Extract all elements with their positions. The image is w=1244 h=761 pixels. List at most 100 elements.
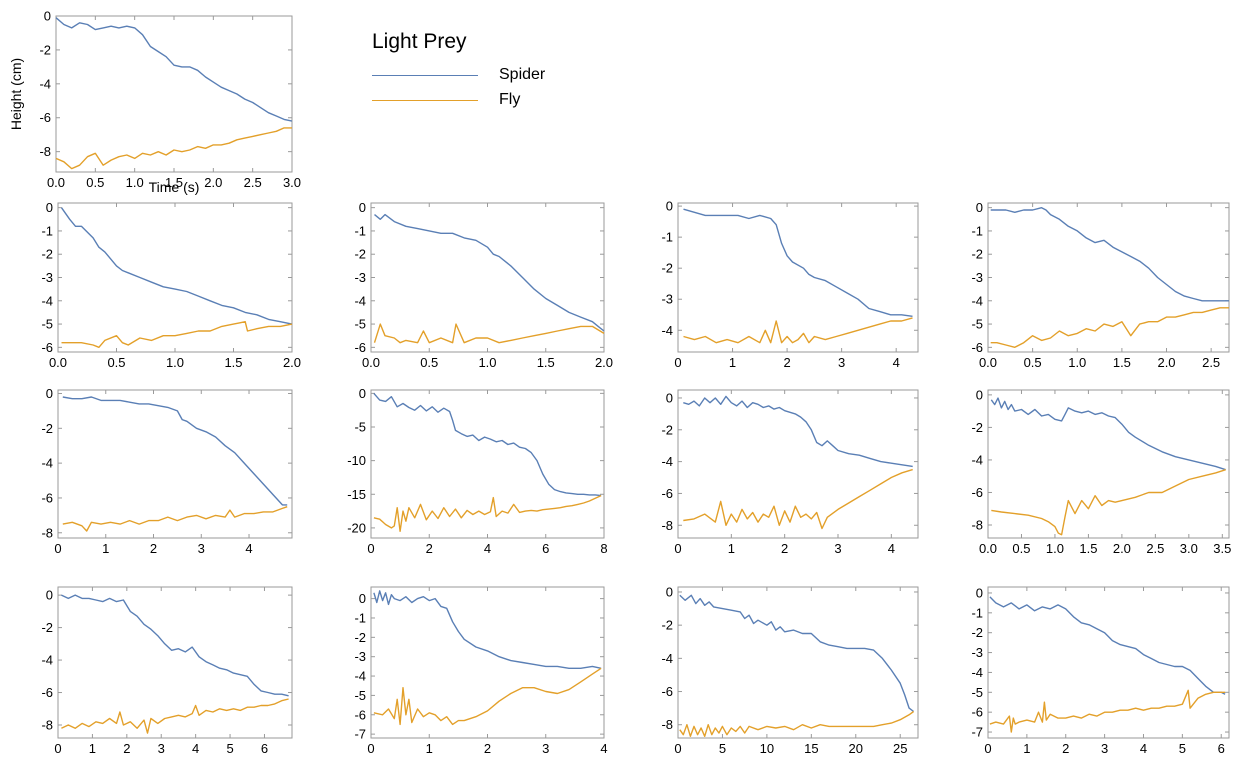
y-tick-label: -1 — [354, 610, 366, 625]
x-tick-label: 1.0 — [478, 355, 496, 370]
legend-swatch-spider — [372, 75, 478, 76]
y-tick-label: -2 — [661, 261, 673, 276]
x-tick-label: 8 — [600, 541, 607, 556]
x-tick-label: 0 — [674, 355, 681, 370]
x-tick-label: 1.5 — [165, 175, 183, 190]
y-tick-label: 0 — [666, 390, 673, 405]
x-tick-label: 1.5 — [1079, 541, 1097, 556]
x-tick-label: 2 — [123, 741, 130, 756]
panel-frame — [987, 586, 1230, 739]
x-tick-label: 2 — [781, 541, 788, 556]
x-tick-label: 3 — [838, 355, 845, 370]
panel-5: 0.0 0.5 1.0 1.5 2.0 2.5 0 -1 -2 -3 -4 -5 -6 — [971, 200, 1230, 370]
y-tick-label: -6 — [41, 685, 53, 700]
y-tick-label: -5 — [971, 317, 983, 332]
y-tick-label: -6 — [661, 486, 673, 501]
y-tick-label: -6 — [661, 684, 673, 699]
y-tick-label: 0 — [46, 386, 53, 401]
x-tick-label: 1.5 — [1113, 355, 1131, 370]
x-tick-label: 1.5 — [224, 355, 242, 370]
y-tick-label: -10 — [347, 453, 366, 468]
series-line-spider — [683, 395, 913, 468]
series-line-spider — [990, 397, 1226, 471]
y-tick-label: -2 — [354, 630, 366, 645]
y-tick-label: -6 — [354, 340, 366, 355]
panel-frame — [57, 389, 293, 539]
legend-swatch-fly — [372, 100, 478, 101]
y-tick-label: -4 — [39, 76, 51, 91]
x-tick-label: 1 — [729, 355, 736, 370]
series-line-fly — [62, 506, 288, 532]
y-tick-label: -4 — [661, 651, 673, 666]
x-tick-label: 0 — [367, 541, 374, 556]
x-tick-label: 0.5 — [107, 355, 125, 370]
panel-2: 0.0 0.5 1.0 1.5 2.0 0 -1 -2 -3 -4 -5 -6 — [41, 200, 301, 370]
x-tick-label: 2.0 — [1157, 355, 1175, 370]
y-tick-label: -4 — [971, 452, 983, 467]
x-tick-label: 1.0 — [126, 175, 144, 190]
y-tick-label: -1 — [41, 223, 53, 238]
y-tick-label: -2 — [661, 618, 673, 633]
x-tick-label: 3.5 — [1213, 541, 1231, 556]
x-tick-label: 2 — [783, 355, 790, 370]
y-tick-label: 0 — [359, 386, 366, 401]
x-tick-label: 4 — [1140, 741, 1147, 756]
y-tick-label: 0 — [46, 588, 53, 603]
y-tick-label: 0 — [359, 591, 366, 606]
y-tick-label: -5 — [354, 420, 366, 435]
panel-7: 0 2 4 6 8 0 -5 -10 -15 -20 — [347, 386, 607, 556]
x-tick-label: 2.5 — [244, 175, 262, 190]
x-tick-label: 3 — [542, 741, 549, 756]
x-tick-label: 4 — [192, 741, 199, 756]
y-tick-label: -2 — [971, 247, 983, 262]
series-line-fly — [991, 469, 1226, 536]
x-tick-label: 4 — [245, 541, 252, 556]
x-tick-label: 0.0 — [979, 355, 997, 370]
legend-entry-spider: Spider — [372, 66, 612, 86]
y-tick-label: -3 — [354, 649, 366, 664]
x-tick-label: 2 — [150, 541, 157, 556]
panel-frame — [370, 389, 605, 539]
y-tick-label: -6 — [39, 110, 51, 125]
y-tick-label: -5 — [354, 317, 366, 332]
y-tick-label: -1 — [354, 223, 366, 238]
y-tick-label: -3 — [354, 270, 366, 285]
y-tick-label: -8 — [661, 518, 673, 533]
panel-frame — [677, 202, 919, 353]
x-tick-label: 1.0 — [166, 355, 184, 370]
x-tick-label: 1 — [1023, 741, 1030, 756]
x-tick-label: 2 — [426, 541, 433, 556]
y-tick-label: -4 — [971, 293, 983, 308]
y-tick-label: -8 — [39, 144, 51, 159]
series-line-spider — [373, 590, 602, 669]
panel-3: 0.0 0.5 1.0 1.5 2.0 0 -1 -2 -3 -4 -5 -6 — [354, 200, 613, 370]
x-tick-label: 3 — [1101, 741, 1108, 756]
series-line-fly — [373, 494, 602, 532]
y-tick-label: -3 — [971, 645, 983, 660]
x-tick-label: 4 — [600, 741, 607, 756]
x-tick-label: 1.0 — [1046, 541, 1064, 556]
panel-9: 0.0 0.5 1.0 1.5 2.0 2.5 3.0 3.5 0 -2 -4 -6 -8 — [971, 387, 1231, 556]
x-tick-label: 1 — [426, 741, 433, 756]
x-tick-label: 0.5 — [86, 175, 104, 190]
series-line-spider — [683, 208, 913, 317]
y-tick-label: -2 — [39, 42, 51, 57]
y-tick-label: -4 — [354, 669, 366, 684]
y-tick-label: 0 — [976, 200, 983, 215]
y-tick-label: 0 — [976, 387, 983, 402]
x-tick-label: 6 — [1218, 741, 1225, 756]
series-line-spider — [60, 207, 293, 325]
legend-label-spider: Spider — [499, 66, 546, 83]
y-tick-label: -5 — [41, 317, 53, 332]
panel-6: 0 1 2 3 4 0 -2 -4 -6 -8 — [41, 386, 293, 556]
y-tick-label: -6 — [41, 490, 53, 505]
panel-frame — [677, 389, 919, 539]
panel-11: 0 1 2 3 4 0 -1 -2 -3 -4 -5 -6 -7 — [354, 586, 608, 756]
x-tick-label: 25 — [893, 741, 907, 756]
y-tick-label: -1 — [661, 230, 673, 245]
x-tick-label: 6 — [542, 541, 549, 556]
x-tick-label: 1.0 — [1068, 355, 1086, 370]
y-tick-label: -1 — [971, 223, 983, 238]
x-tick-label: 3 — [158, 741, 165, 756]
